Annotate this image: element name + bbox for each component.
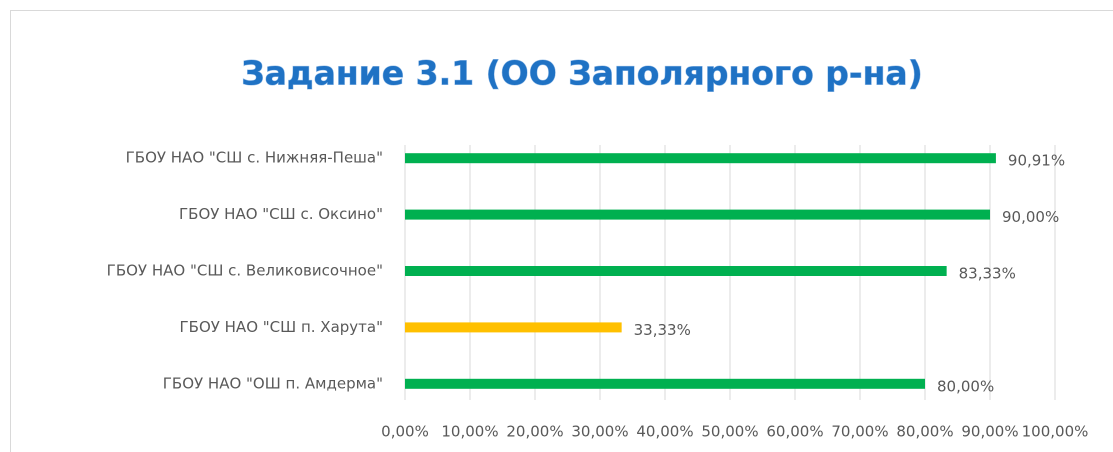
chart-frame (10, 10, 1113, 452)
value-label: 33,33% (634, 321, 691, 339)
x-tick-label: 100,00% (1022, 423, 1089, 441)
bar (405, 153, 996, 164)
x-tick-label: 90,00% (961, 423, 1018, 441)
x-tick-label: 80,00% (896, 423, 953, 441)
y-tick-label: ГБОУ НАО "ОШ п. Амдерма" (163, 374, 383, 392)
x-tick-label: 40,00% (636, 423, 693, 441)
value-label: 80,00% (937, 377, 994, 395)
x-tick-label: 20,00% (506, 423, 563, 441)
y-tick-label: ГБОУ НАО "СШ с. Оксино" (179, 205, 383, 223)
value-label: 90,91% (1008, 152, 1065, 170)
bar (405, 209, 990, 220)
x-tick-label: 50,00% (701, 423, 758, 441)
chart-title: Задание 3.1 (ОО Заполярного р-на) (241, 54, 923, 93)
y-tick-label: ГБОУ НАО "СШ с. Нижняя-Пеша" (126, 149, 383, 167)
x-tick-label: 30,00% (571, 423, 628, 441)
x-tick-label: 0,00% (381, 423, 429, 441)
bar (405, 266, 947, 276)
y-tick-label: ГБОУ НАО "СШ п. Харута" (180, 318, 384, 336)
value-label: 83,33% (959, 265, 1016, 283)
y-tick-label: ГБОУ НАО "СШ с. Великовисочное" (107, 262, 383, 280)
bar (405, 378, 925, 389)
bar (405, 322, 622, 333)
x-tick-label: 60,00% (766, 423, 823, 441)
x-tick-label: 70,00% (831, 423, 888, 441)
x-tick-label: 10,00% (441, 423, 498, 441)
value-label: 90,00% (1002, 208, 1059, 226)
